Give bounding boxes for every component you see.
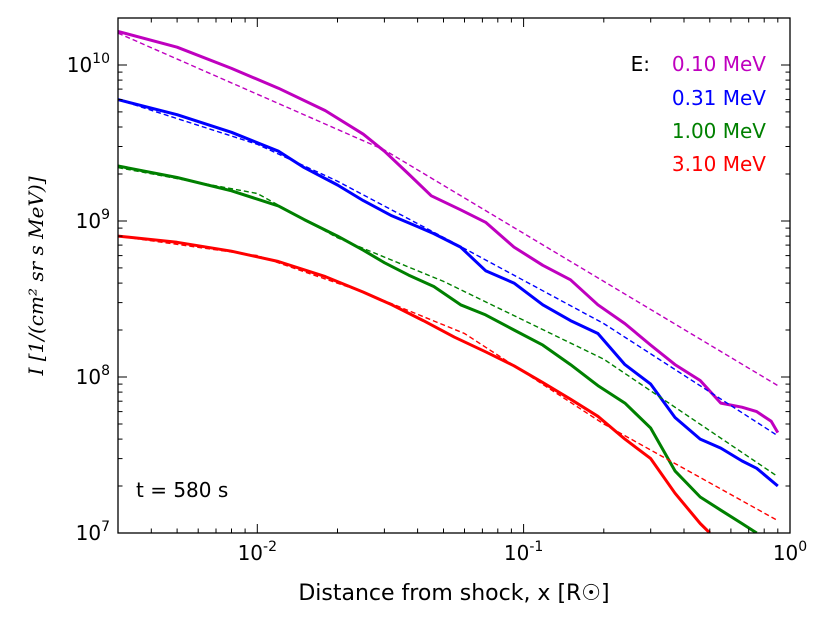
- y-tick-label: 107: [76, 519, 110, 545]
- y-tick-label: 1010: [67, 51, 110, 77]
- plot-frame: [117, 17, 791, 534]
- time-annotation: t = 580 s: [136, 478, 228, 502]
- legend-title: E:: [631, 52, 650, 76]
- y-tick-label: 109: [76, 207, 110, 233]
- legend-entry-3: 3.10 MeV: [672, 152, 766, 176]
- fit-line-2: [118, 166, 779, 478]
- fit-line-1: [118, 98, 779, 437]
- series-layer: [118, 29, 780, 533]
- series-line-0: [118, 29, 780, 434]
- legend-entry-2: 1.00 MeV: [672, 119, 766, 143]
- tick-label-layer: 10-2 10-1 100 107 108 109 1010: [67, 51, 807, 565]
- x-tick-label: 10-1: [504, 539, 543, 565]
- series-line-1: [118, 98, 779, 488]
- x-tick-label: 10-2: [238, 539, 277, 565]
- series-line-3: [118, 234, 711, 533]
- x-tick-label: 100: [773, 539, 807, 565]
- y-tick-label: 108: [76, 363, 110, 389]
- fit-line-3: [118, 235, 779, 522]
- legend-entry-1: 0.31 MeV: [672, 86, 766, 110]
- y-axis-label: I [1/(cm² sr s MeV)]: [24, 176, 48, 376]
- series-line-2: [118, 164, 758, 533]
- x-axis-label: Distance from shock, x [R☉]: [298, 581, 609, 606]
- legend-entry-0: 0.10 MeV: [672, 52, 766, 76]
